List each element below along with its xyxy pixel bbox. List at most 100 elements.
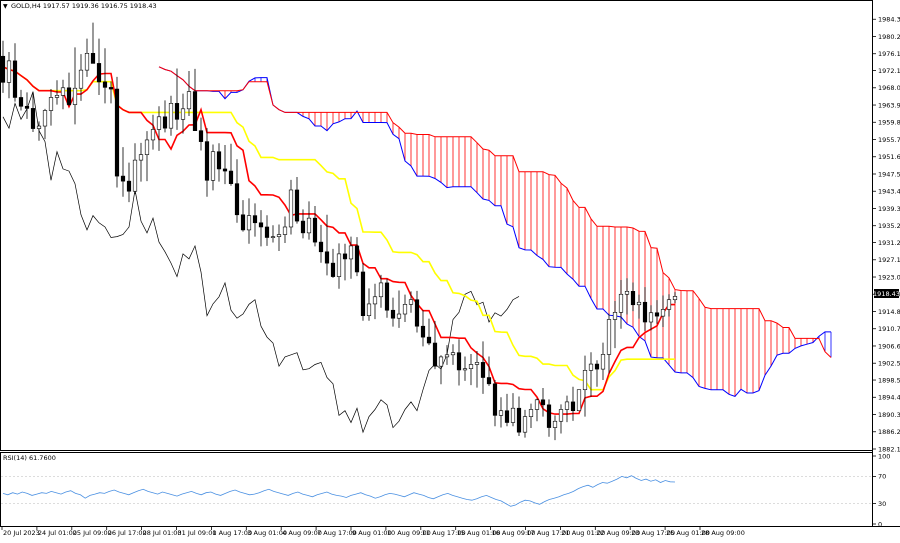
candle xyxy=(612,300,618,349)
price-tick-label: 1951.60 xyxy=(878,153,900,161)
price-tick-label: 1910.70 xyxy=(878,325,900,333)
rsi-line xyxy=(2,475,676,507)
last-price-label: 1918.43 xyxy=(873,290,900,298)
candle xyxy=(222,144,228,185)
candle xyxy=(648,305,654,331)
candle-body-bull xyxy=(636,301,642,306)
candle xyxy=(288,179,294,235)
candle xyxy=(0,40,6,93)
candle xyxy=(390,297,396,327)
candle-body-bear xyxy=(174,103,180,120)
candle xyxy=(264,215,270,246)
candle-body-bear xyxy=(324,251,330,264)
price-tick-label: 1890.30 xyxy=(878,411,900,419)
candle-body-bull xyxy=(36,125,42,129)
candle xyxy=(654,300,660,324)
last-price-box xyxy=(874,289,899,298)
candle-body-bull xyxy=(402,304,408,315)
candle-body-bear xyxy=(258,222,264,228)
candle xyxy=(342,243,348,281)
candle-body-bear xyxy=(570,401,576,412)
candle-body-bull xyxy=(648,312,654,323)
candle xyxy=(474,351,480,388)
candle-body-bull xyxy=(60,87,66,96)
candle xyxy=(162,100,168,133)
price-tick-label: 1980.20 xyxy=(878,33,900,41)
candle-body-bull xyxy=(372,296,378,305)
candle xyxy=(204,128,210,197)
candle-body-bear xyxy=(630,291,636,306)
price-tick-label: 1939.30 xyxy=(878,205,900,213)
time-tick-label: 24 Jul 01:00 xyxy=(38,529,77,537)
candle xyxy=(240,200,246,232)
time-tick-label: 1 Aug 17:00 xyxy=(212,529,252,537)
candle-body-bear xyxy=(198,130,204,142)
candle xyxy=(432,321,438,370)
candle-body-bear xyxy=(102,81,108,88)
price-tick-label: 1886.20 xyxy=(878,428,900,436)
candle xyxy=(60,79,66,110)
candle-body-bull xyxy=(522,416,528,433)
candle-body-bull xyxy=(276,234,282,237)
rsi-tick-label: 30 xyxy=(878,500,886,508)
candle xyxy=(666,294,672,317)
candle xyxy=(540,388,546,417)
candle xyxy=(378,274,384,308)
candle xyxy=(354,237,360,277)
time-tick-label: 25 Jul 09:00 xyxy=(73,529,112,537)
time-tick-label: 17 Aug 17:00 xyxy=(527,529,571,537)
time-tick-label: 23 Aug 17:00 xyxy=(631,529,675,537)
price-tick-label: 1972.10 xyxy=(878,67,900,75)
candle-body-bear xyxy=(66,87,72,105)
candle-body-bull xyxy=(72,87,78,105)
time-tick-label: 4 Aug 09:00 xyxy=(282,529,322,537)
candle xyxy=(234,159,240,223)
symbol-info-line: GOLD,H4 1917.57 1919.36 1916.75 1918.43 xyxy=(11,2,157,10)
candle xyxy=(144,131,150,182)
candle xyxy=(480,341,486,394)
price-tick-label: 1935.20 xyxy=(878,222,900,230)
candle-body-bear xyxy=(294,189,300,222)
candle xyxy=(576,389,582,412)
candle-body-bull xyxy=(552,420,558,428)
candle xyxy=(72,47,78,125)
candle xyxy=(408,291,414,313)
ichimoku-cloud xyxy=(158,66,832,397)
candle xyxy=(114,76,120,188)
candle xyxy=(414,290,420,333)
candle xyxy=(324,214,330,276)
candle xyxy=(18,89,24,111)
time-tick-label: 20 Jul 2023 xyxy=(3,529,40,537)
candle-body-bull xyxy=(450,352,456,356)
candle xyxy=(522,409,528,438)
candle xyxy=(216,143,222,182)
time-tick-label: 28 Jul 01:00 xyxy=(143,529,182,537)
candle-body-bear xyxy=(18,97,24,107)
candle xyxy=(468,353,474,386)
candle-body-bear xyxy=(30,108,36,129)
candle-body-bull xyxy=(366,303,372,317)
candle-body-bear xyxy=(420,325,426,338)
senkou-span-b xyxy=(158,66,832,358)
candle xyxy=(42,108,48,140)
candle-body-bull xyxy=(408,299,414,305)
candle xyxy=(84,38,90,77)
candle xyxy=(294,176,300,224)
candle-body-bear xyxy=(108,87,114,90)
candle-body-bear xyxy=(360,271,366,317)
candle xyxy=(402,294,408,323)
candle xyxy=(630,282,636,312)
candle xyxy=(486,356,492,386)
candle xyxy=(24,92,30,119)
candle-body-bull xyxy=(624,291,630,295)
candle-body-bull xyxy=(666,299,672,310)
chart-header-arrow-icon[interactable]: ▼ xyxy=(3,3,8,10)
candle-body-bull xyxy=(84,53,90,71)
candle xyxy=(108,81,114,104)
candle-body-bull xyxy=(528,409,534,417)
price-tick-label: 1963.90 xyxy=(878,101,900,109)
candle xyxy=(444,345,450,365)
candle-body-bull xyxy=(564,401,570,410)
time-tick-label: 10 Aug 09:00 xyxy=(387,529,431,537)
candle-body-bull xyxy=(150,129,156,141)
